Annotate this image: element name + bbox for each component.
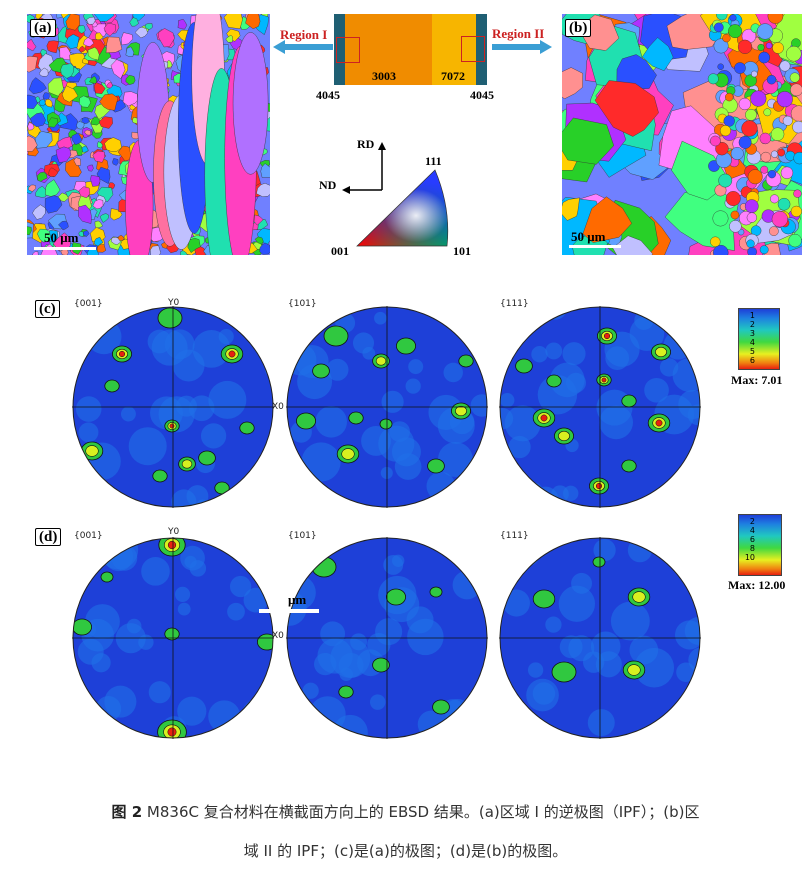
label-3003: 3003 xyxy=(372,69,396,83)
pf-c-title-111: {111} xyxy=(500,299,529,309)
ebsd-map-b-image xyxy=(536,0,811,274)
figure-number: 图 2 xyxy=(111,803,143,821)
region1-box xyxy=(336,37,360,63)
layer-schematic: 3003 7072 xyxy=(334,14,487,85)
panel-label-a: (a) xyxy=(30,19,56,37)
legend-d-levels: 2 4 6 8 10 xyxy=(741,517,755,562)
pf-d-title-101: {101} xyxy=(288,531,317,541)
pole-figure-c-001 xyxy=(72,306,274,508)
legend-c-max: Max: 7.01 xyxy=(731,373,783,387)
caption-text-2: 域 II 的 IPF；(c)是(a)的极图；(d)是(b)的极图。 xyxy=(243,842,568,860)
ipf-triangle xyxy=(356,169,449,247)
figure-caption-line2: 域 II 的 IPF；(c)是(a)的极图；(d)是(b)的极图。 xyxy=(0,840,811,861)
clad-right xyxy=(476,14,487,85)
legend-level: 2 xyxy=(749,320,755,329)
panel-label-c: (c) xyxy=(35,300,60,318)
legend-c xyxy=(738,308,780,370)
region2-box xyxy=(461,36,485,62)
scale-text-b: 50 μm xyxy=(571,229,606,244)
pf-d-title-001: {001} xyxy=(74,531,103,541)
rd-label: RD xyxy=(357,137,375,151)
pf-c-x-axis: X0 xyxy=(272,402,284,412)
legend-level: 10 xyxy=(744,553,755,562)
ipf-111-label: 111 xyxy=(425,154,442,168)
label-4045-right: 4045 xyxy=(470,88,494,102)
legend-level: 6 xyxy=(749,356,755,365)
pole-figure-d-111 xyxy=(499,537,701,739)
core-7072 xyxy=(432,14,476,85)
scale-bar-b xyxy=(569,245,621,248)
nd-label: ND xyxy=(319,178,337,192)
pole-figure-c-101 xyxy=(286,306,488,508)
legend-level: 1 xyxy=(749,311,755,320)
pf-d-x-axis: X0 xyxy=(272,631,284,641)
region2-label: Region II xyxy=(492,26,545,41)
legend-level: 5 xyxy=(749,347,755,356)
pf-d-title-111: {111} xyxy=(500,531,529,541)
pole-figure-d-001 xyxy=(72,537,274,739)
legend-d-max: Max: 12.00 xyxy=(728,578,786,592)
clad-left xyxy=(334,14,345,85)
arrow-left-icon xyxy=(273,40,333,54)
legend-level: 6 xyxy=(749,535,755,544)
pf-c-title-001: {001} xyxy=(74,299,103,309)
pf-c-title-101: {101} xyxy=(288,299,317,309)
figure-caption-line1: 图 2 M836C 复合材料在横截面方向上的 EBSD 结果。(a)区域 I 的… xyxy=(0,801,811,822)
ipf-101-label: 101 xyxy=(453,244,471,258)
ipf-001-label: 001 xyxy=(331,244,349,258)
arrow-right-icon xyxy=(492,40,552,54)
legend-level: 8 xyxy=(749,544,755,553)
legend-level: 3 xyxy=(749,329,755,338)
label-4045-left: 4045 xyxy=(316,88,340,102)
ebsd-map-a xyxy=(18,0,278,283)
rd-nd-axes xyxy=(342,142,386,194)
stray-scale-bar xyxy=(259,609,319,613)
region1-label: Region I xyxy=(280,27,328,42)
panel-label-b: (b) xyxy=(565,19,592,37)
scale-text-a: 50 μm xyxy=(44,230,79,245)
ebsd-map-b xyxy=(536,0,811,274)
legend-level: 4 xyxy=(749,526,755,535)
pole-figure-c-111 xyxy=(499,306,701,508)
legend-level: 4 xyxy=(749,338,755,347)
scale-bar-a xyxy=(34,247,96,250)
stray-scale-text: μm xyxy=(288,592,307,607)
caption-text-1: M836C 复合材料在横截面方向上的 EBSD 结果。(a)区域 I 的逆极图（… xyxy=(142,803,700,821)
pf-c-y-axis: Y0 xyxy=(168,298,180,308)
legend-d xyxy=(738,514,782,576)
panel-label-d: (d) xyxy=(35,528,62,546)
pole-figure-d-101 xyxy=(286,537,488,739)
pf-d-y-axis: Y0 xyxy=(168,527,180,537)
ebsd-map-a-image xyxy=(18,0,278,283)
label-7072: 7072 xyxy=(441,69,465,83)
legend-level: 2 xyxy=(749,517,755,526)
